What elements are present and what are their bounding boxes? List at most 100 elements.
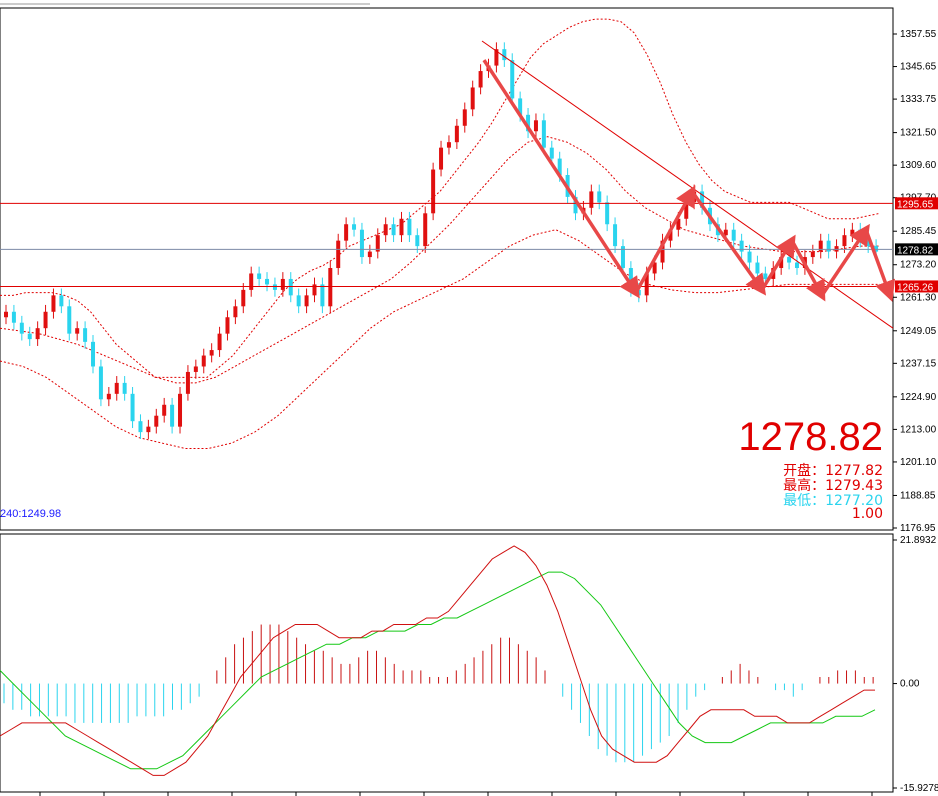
candle-body <box>288 278 293 296</box>
candle-body <box>272 284 277 290</box>
candle-body <box>668 229 673 241</box>
macd-tick-label: 0.00 <box>900 679 920 690</box>
lower-band <box>0 229 880 449</box>
candle-body <box>209 350 214 356</box>
stat-low: 最低：1277.20 <box>783 493 883 509</box>
candle-body <box>241 289 246 307</box>
candle-body <box>431 169 436 214</box>
candle-body <box>415 235 420 247</box>
macd-line <box>0 545 875 776</box>
ma-label: 240:1249.98 <box>0 508 62 520</box>
candle-body <box>549 147 554 159</box>
price-tick-label: 1309.60 <box>900 160 937 171</box>
middle-band <box>0 136 880 384</box>
trend-annotations <box>481 40 896 329</box>
candle-body <box>114 382 119 394</box>
price-level-tag <box>895 280 938 293</box>
stat-high: 最高：1279.43 <box>783 478 883 494</box>
candle-body <box>352 224 357 230</box>
candle-body <box>217 333 222 351</box>
price-tick-label: 1188.85 <box>900 490 936 501</box>
price-tick-label: 1249.05 <box>900 326 937 337</box>
price-tick-label: 1333.75 <box>900 94 937 105</box>
price-tick-label: 1321.50 <box>900 128 937 139</box>
candle-body <box>597 191 602 203</box>
candle-body <box>225 317 230 334</box>
candle-body <box>589 191 594 208</box>
price-level-tag-label: 1295.65 <box>897 199 934 210</box>
candle-body <box>518 98 523 115</box>
candle-body <box>130 393 135 422</box>
candle-body <box>842 235 847 247</box>
current-price: 1278.82 <box>738 415 883 459</box>
price-tick-label: 1273.20 <box>900 260 937 271</box>
price-tick-label: 1176.95 <box>900 523 936 534</box>
price-level-tag-label: 1278.82 <box>897 245 934 256</box>
candle-body <box>178 393 183 427</box>
macd-tick-label: -15.9278 <box>900 783 938 794</box>
candle-body <box>328 268 333 307</box>
candle-body <box>510 60 515 99</box>
candle-body <box>470 87 475 110</box>
candle-body <box>755 262 760 274</box>
candle-body <box>462 109 467 126</box>
candle-body <box>249 273 254 290</box>
candles <box>4 42 879 439</box>
candle-body <box>67 306 72 334</box>
candle-body <box>51 295 56 312</box>
candle-body <box>154 415 159 427</box>
trend-arrow <box>760 234 796 291</box>
candle-body <box>818 240 823 252</box>
candle-body <box>383 224 388 236</box>
price-tick-label: 1357.55 <box>900 29 937 40</box>
candle-body <box>446 142 451 148</box>
candle-body <box>233 306 238 318</box>
candle-body <box>454 125 459 143</box>
candle-body <box>193 366 198 372</box>
candle-body <box>304 295 309 307</box>
candle-body <box>810 251 815 258</box>
price-tick-label: 1345.65 <box>900 62 937 73</box>
candle-body <box>257 273 262 279</box>
trend-arrow <box>482 59 640 299</box>
candle-body <box>541 120 546 148</box>
price-tick-label: 1237.15 <box>900 358 937 369</box>
candle-body <box>573 196 578 214</box>
candle-body <box>763 273 768 279</box>
time-axis-ticks <box>39 792 873 796</box>
candle-body <box>280 278 285 290</box>
candle-body <box>644 273 649 296</box>
candle-body <box>35 328 40 340</box>
candle-body <box>162 404 167 416</box>
candle-body <box>122 382 127 394</box>
candle-body <box>146 426 151 433</box>
price-panel-frame <box>0 7 894 531</box>
candle-body <box>739 240 744 252</box>
candle-body <box>391 224 396 236</box>
candle-body <box>367 251 372 258</box>
candle-body <box>399 218 404 236</box>
candle-body <box>106 393 111 400</box>
price-level-tag-label: 1265.26 <box>897 282 934 293</box>
candle-body <box>620 246 625 269</box>
candle-body <box>296 295 301 307</box>
candle-body <box>533 120 538 132</box>
candle-body <box>478 71 483 88</box>
price-tick-label: 1213.00 <box>900 424 937 435</box>
horizontal-lines: 1295.65 1278.82 1265.26 <box>0 197 938 293</box>
candle-body <box>502 49 507 61</box>
candle-body <box>850 229 855 236</box>
candle-body <box>359 229 364 258</box>
price-tick-label: 1201.10 <box>900 457 937 468</box>
trend-line <box>481 40 894 329</box>
candle-body <box>684 202 689 219</box>
candle-body <box>19 322 24 334</box>
candle-body <box>605 202 610 225</box>
candle-body <box>652 262 657 274</box>
candle-body <box>98 366 103 400</box>
macd-signal-line <box>0 571 876 770</box>
candle-body <box>83 328 88 342</box>
price-tick-label: 1224.90 <box>900 392 937 403</box>
candle-body <box>375 235 380 252</box>
